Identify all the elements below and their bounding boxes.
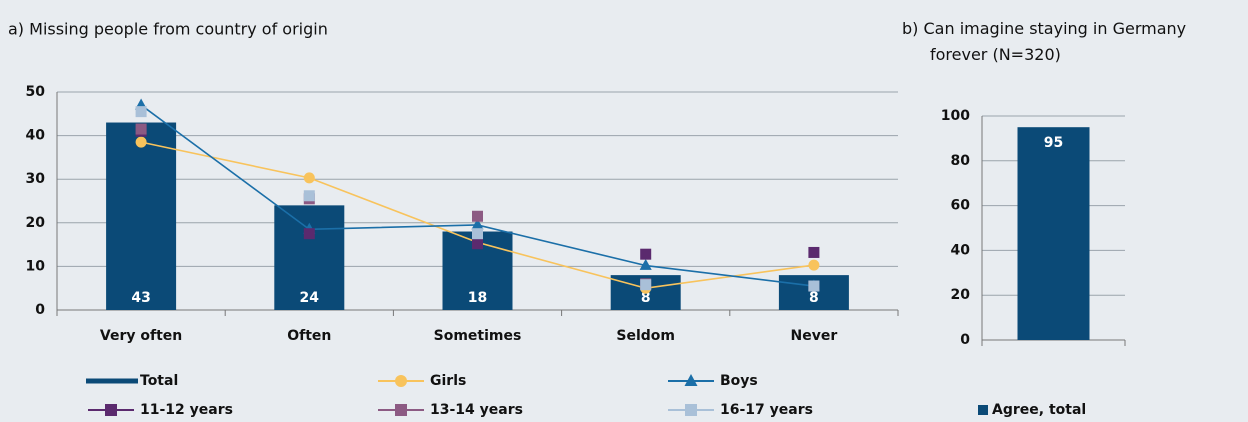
legend-marker [685, 404, 697, 416]
data-label: 8 [641, 290, 651, 306]
y-tick-label: 50 [26, 84, 46, 100]
legend-label: Boys [720, 373, 758, 389]
y-tick-label: 100 [941, 108, 970, 124]
point [135, 106, 147, 118]
legend-marker [684, 374, 698, 386]
chart-title: a) Missing people from country of origin [8, 20, 328, 39]
point [640, 279, 652, 291]
point [472, 228, 483, 240]
y-tick-label: 0 [960, 332, 970, 348]
point [135, 123, 147, 135]
point [303, 190, 315, 202]
point [808, 246, 820, 258]
bar [1017, 127, 1090, 340]
legend-label: Girls [430, 373, 466, 389]
y-tick-label: 20 [951, 287, 971, 303]
chart-title: b) Can imagine staying in Germany foreve… [902, 19, 1187, 64]
data-label: 95 [1044, 135, 1063, 151]
point [808, 259, 820, 271]
y-tick-label: 20 [26, 215, 46, 231]
y-tick-label: 30 [26, 171, 46, 187]
point [135, 136, 147, 148]
legend-label: 11-12 years [140, 402, 233, 418]
legend-swatch [978, 405, 988, 415]
point [303, 172, 315, 184]
point [640, 248, 652, 260]
chart-title-box: b) Can imagine staying in Germany foreve… [902, 19, 1187, 64]
data-label: 8 [809, 290, 819, 306]
x-tick-label: Seldom [616, 328, 675, 344]
x-tick-label: Very often [100, 328, 182, 344]
y-tick-label: 60 [951, 198, 971, 214]
data-label: 43 [131, 290, 150, 306]
bar [106, 122, 177, 311]
y-tick-label: 80 [951, 153, 971, 169]
point [303, 228, 315, 240]
point [639, 258, 652, 270]
y-tick-label: 40 [951, 242, 971, 258]
point [472, 238, 483, 250]
legend-label: 16-17 years [720, 402, 813, 418]
y-tick-label: 0 [35, 302, 45, 318]
legend-label: 13-14 years [430, 402, 523, 418]
data-label: 18 [468, 290, 487, 306]
legend-label: Total [140, 373, 178, 389]
data-label: 24 [300, 290, 320, 306]
x-tick-label: Never [791, 328, 838, 344]
y-tick-label: 40 [26, 128, 46, 144]
legend-label: Agree, total [992, 402, 1086, 418]
legend-marker [395, 404, 407, 416]
point [808, 280, 820, 292]
x-tick-label: Often [287, 328, 331, 344]
y-tick-label: 10 [26, 258, 46, 274]
x-tick-label: Sometimes [434, 328, 522, 344]
legend-marker [105, 404, 117, 416]
point [472, 210, 483, 222]
legend-marker [395, 375, 407, 387]
point [471, 218, 484, 230]
